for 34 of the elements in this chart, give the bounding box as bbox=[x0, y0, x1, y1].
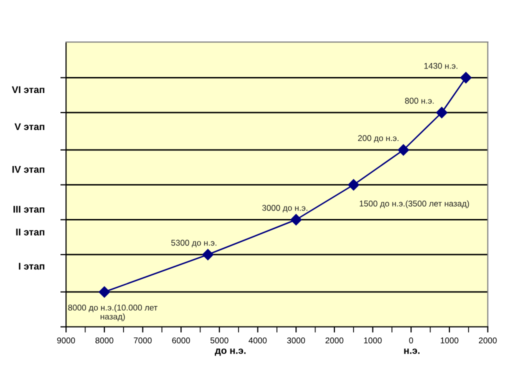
text: IV этап bbox=[12, 166, 44, 173]
annotation: 1500 до н.э.(3500 лет назад) bbox=[360, 200, 469, 208]
text: VI этап bbox=[12, 86, 44, 94]
annotation: 5300 до н.э. bbox=[171, 240, 216, 248]
text: III этап bbox=[14, 206, 44, 213]
text: II этап bbox=[16, 228, 44, 236]
x-tick-label: 4000 bbox=[248, 337, 267, 344]
point bbox=[98, 286, 110, 298]
x-tick-label: 2000 bbox=[478, 337, 497, 344]
annotation: 3000 до н.э. bbox=[262, 204, 308, 212]
x-tick-label: 8000 bbox=[95, 337, 114, 344]
x-tick-label: 2000 bbox=[326, 337, 344, 344]
x-axis-title: до н.э. bbox=[214, 348, 246, 356]
x-tick-label: 3000 bbox=[287, 337, 306, 344]
x-tick-label: 7000 bbox=[134, 337, 152, 344]
x-tick-label: 1000 bbox=[440, 337, 458, 344]
point bbox=[348, 179, 360, 190]
x-tick-label: 9000 bbox=[57, 337, 75, 344]
x-tick-label: 5000 bbox=[210, 337, 228, 344]
point bbox=[290, 214, 302, 226]
annotation: 800 н.э. bbox=[405, 98, 434, 104]
point bbox=[436, 106, 448, 118]
annotation: 1430 н.э. bbox=[424, 62, 458, 69]
text: I этап bbox=[18, 262, 44, 270]
point bbox=[398, 144, 410, 156]
text: V этап bbox=[14, 123, 44, 130]
point bbox=[460, 72, 472, 84]
x-tick-label: 6000 bbox=[172, 337, 190, 344]
annotation: 8000 до н.э.(10.000 лет назад) bbox=[68, 304, 158, 322]
x-tick-label: 1000 bbox=[364, 337, 382, 344]
point bbox=[202, 248, 214, 260]
annotation: 200 до н.э. bbox=[358, 135, 398, 143]
x-tick-label: 0 bbox=[409, 337, 414, 344]
text: н.э. bbox=[404, 348, 420, 354]
